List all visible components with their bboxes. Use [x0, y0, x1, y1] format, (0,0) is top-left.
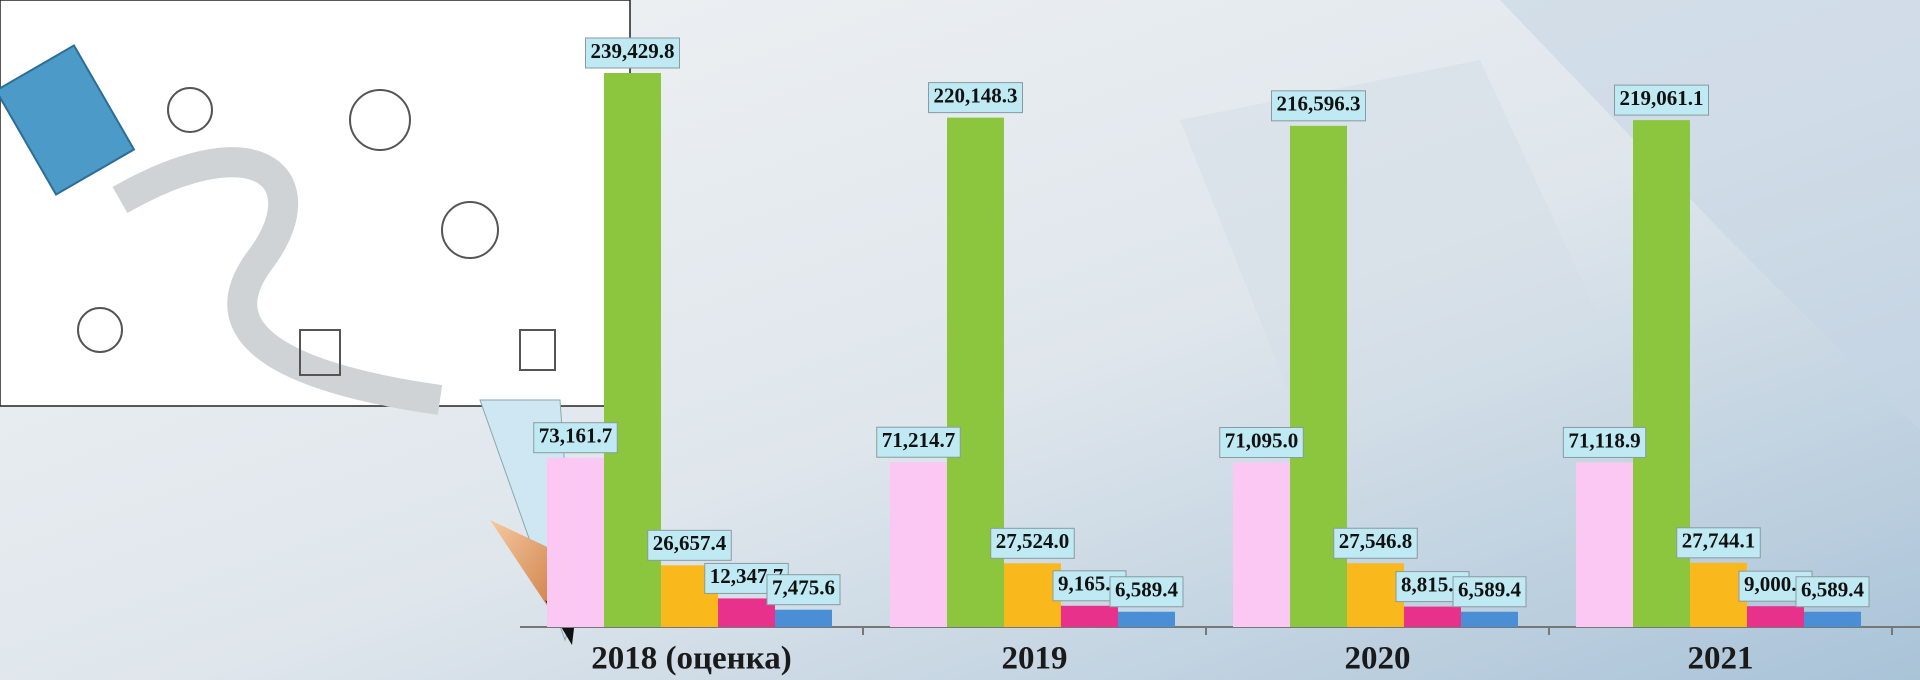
- bar: [1404, 606, 1461, 627]
- value-label: 7,475.6: [772, 576, 835, 600]
- chart: 2018 (оценка) 2019 2020 2021 73,161.7 71,214.…: [520, 37, 1920, 677]
- value-label: 71,118.9: [1568, 428, 1640, 452]
- value-label: 220,148.3: [934, 83, 1018, 107]
- value-label: 27,546.8: [1339, 529, 1413, 553]
- bar: [1061, 605, 1118, 627]
- bar: [1233, 462, 1290, 627]
- value-label: 27,524.0: [996, 529, 1070, 553]
- bg-shape: [1500, 0, 1920, 430]
- value-label-box: [1676, 527, 1761, 559]
- value-label-box: [1614, 84, 1709, 116]
- bar: [1747, 606, 1804, 627]
- x-tick-label: 2021: [1688, 641, 1754, 677]
- x-tick-label: 2020: [1345, 641, 1411, 677]
- bar: [1118, 611, 1175, 627]
- bar: [1690, 562, 1747, 627]
- illustration: [0, 44, 556, 415]
- value-label: 71,095.0: [1225, 428, 1299, 452]
- bg-shape: [1180, 60, 1600, 420]
- x-tick-label: 2018 (оценка): [591, 641, 791, 677]
- value-label: 26,657.4: [653, 531, 727, 555]
- bar: [1576, 462, 1633, 627]
- bar: [547, 457, 604, 627]
- bar: [775, 609, 832, 627]
- bar: [1004, 563, 1061, 627]
- value-label: 6,589.4: [1115, 578, 1179, 602]
- value-label: 219,061.1: [1620, 86, 1704, 110]
- value-label-box: [1795, 576, 1870, 608]
- value-label-box: [585, 37, 680, 69]
- bar: [1461, 611, 1518, 627]
- value-label-box: [1562, 426, 1647, 458]
- value-label: 27,744.1: [1682, 529, 1756, 553]
- x-tick-label: 2019: [1002, 641, 1068, 677]
- value-label: 6,589.4: [1801, 578, 1865, 602]
- value-label: 73,161.7: [539, 424, 613, 448]
- value-label-box: [1333, 527, 1418, 559]
- bar: [890, 462, 947, 627]
- illustration-frame: [0, 0, 631, 407]
- value-label-box: [1219, 426, 1304, 458]
- value-label-box: [766, 574, 841, 606]
- value-label-box: [1271, 90, 1366, 122]
- value-label: 216,596.3: [1277, 92, 1361, 116]
- value-label: 239,429.8: [591, 39, 675, 63]
- bar: [1804, 611, 1861, 627]
- value-label: 71,214.7: [882, 428, 956, 452]
- value-label-box: [1452, 576, 1527, 608]
- value-label-box: [876, 426, 961, 458]
- value-label-box: [928, 82, 1023, 114]
- value-label-box: [1109, 576, 1184, 608]
- value-label-box: [990, 527, 1075, 559]
- bar: [1347, 563, 1404, 627]
- value-label: 6,589.4: [1458, 578, 1522, 602]
- value-label-box: [533, 422, 618, 454]
- value-label-box: [647, 529, 732, 561]
- bar: [718, 598, 775, 627]
